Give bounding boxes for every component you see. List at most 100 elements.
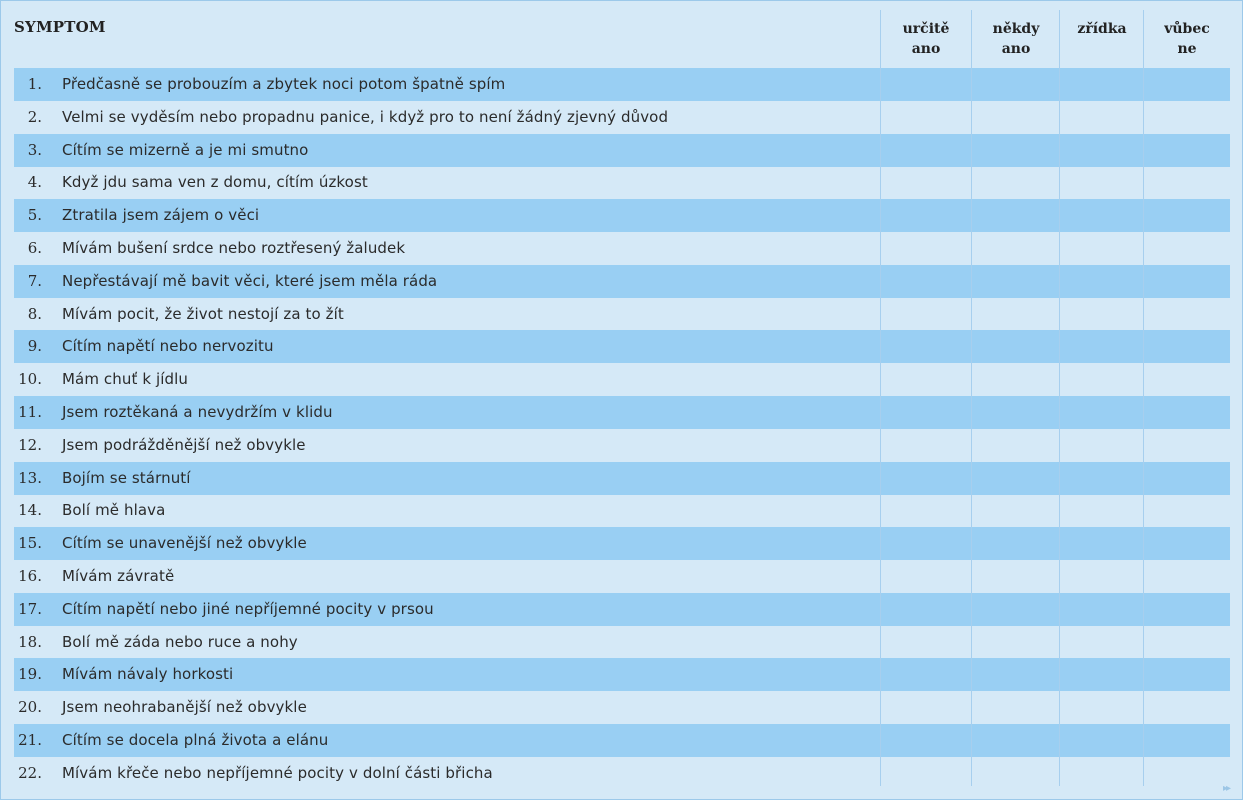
answer-cell-zridka[interactable] [1059, 691, 1143, 724]
answer-cell-zridka[interactable] [1059, 527, 1143, 560]
answer-cell-vubec-ne[interactable] [1143, 724, 1230, 757]
answer-cell-zridka[interactable] [1059, 265, 1143, 298]
answer-cell-urcite-ano[interactable] [880, 199, 971, 232]
answer-cell-zridka[interactable] [1059, 494, 1143, 527]
answer-cell-vubec-ne[interactable] [1143, 429, 1230, 462]
column-header-zridka: zřídka [1060, 19, 1144, 39]
answer-cell-nekdy-ano[interactable] [971, 494, 1059, 527]
answer-cell-nekdy-ano[interactable] [971, 593, 1059, 626]
answer-cell-urcite-ano[interactable] [880, 658, 971, 691]
answer-cell-zridka[interactable] [1059, 724, 1143, 757]
symptom-text: Bolí mě hlava [62, 501, 166, 520]
answer-cell-vubec-ne[interactable] [1143, 658, 1230, 691]
answer-cell-zridka[interactable] [1059, 330, 1143, 363]
answer-cell-vubec-ne[interactable] [1143, 527, 1230, 560]
answer-cell-nekdy-ano[interactable] [971, 757, 1059, 790]
answer-cell-zridka[interactable] [1059, 593, 1143, 626]
answer-cell-vubec-ne[interactable] [1143, 232, 1230, 265]
answer-cell-zridka[interactable] [1059, 396, 1143, 429]
answer-cell-urcite-ano[interactable] [880, 298, 971, 331]
answer-cell-vubec-ne[interactable] [1143, 363, 1230, 396]
answer-cell-urcite-ano[interactable] [880, 429, 971, 462]
answer-cell-urcite-ano[interactable] [880, 757, 971, 790]
symptom-text: Cítím se docela plná života a elánu [62, 731, 329, 749]
answer-cell-urcite-ano[interactable] [880, 724, 971, 757]
next-page-arrow-icon[interactable]: ▸▸ [1222, 783, 1231, 794]
answer-cell-urcite-ano[interactable] [880, 330, 971, 363]
answer-cell-nekdy-ano[interactable] [971, 101, 1059, 134]
answer-cell-vubec-ne[interactable] [1143, 330, 1230, 363]
answer-cell-nekdy-ano[interactable] [971, 363, 1059, 396]
answer-cell-vubec-ne[interactable] [1143, 494, 1230, 527]
symptom-text: Když jdu sama ven z domu, cítím úzkost [62, 173, 368, 192]
answer-cell-vubec-ne[interactable] [1143, 691, 1230, 724]
answer-cell-zridka[interactable] [1059, 658, 1143, 691]
row-number: 18. [18, 632, 42, 651]
answer-cell-urcite-ano[interactable] [880, 494, 971, 527]
answer-cell-zridka[interactable] [1059, 199, 1143, 232]
answer-cell-urcite-ano[interactable] [880, 560, 971, 593]
answer-cell-urcite-ano[interactable] [880, 691, 971, 724]
answer-cell-vubec-ne[interactable] [1143, 626, 1230, 659]
answer-cell-nekdy-ano[interactable] [971, 560, 1059, 593]
answer-cell-vubec-ne[interactable] [1143, 265, 1230, 298]
answer-cell-nekdy-ano[interactable] [971, 68, 1059, 101]
answer-cell-nekdy-ano[interactable] [971, 691, 1059, 724]
answer-cell-nekdy-ano[interactable] [971, 298, 1059, 331]
row-number: 5. [27, 206, 42, 225]
answer-cell-urcite-ano[interactable] [880, 396, 971, 429]
symptom-text: Předčasně se probouzím a zbytek noci pot… [62, 75, 506, 93]
symptom-text: Mám chuť k jídlu [62, 370, 189, 389]
answer-cell-urcite-ano[interactable] [880, 363, 971, 396]
answer-cell-urcite-ano[interactable] [880, 134, 971, 167]
answer-cell-vubec-ne[interactable] [1143, 462, 1230, 495]
answer-cell-nekdy-ano[interactable] [971, 166, 1059, 199]
answer-cell-nekdy-ano[interactable] [971, 462, 1059, 495]
answer-cell-zridka[interactable] [1059, 560, 1143, 593]
answer-cell-nekdy-ano[interactable] [971, 330, 1059, 363]
answer-cell-urcite-ano[interactable] [880, 462, 971, 495]
answer-cell-vubec-ne[interactable] [1143, 757, 1230, 790]
answer-cell-zridka[interactable] [1059, 134, 1143, 167]
answer-cell-vubec-ne[interactable] [1143, 593, 1230, 626]
answer-cell-vubec-ne[interactable] [1143, 199, 1230, 232]
answer-cell-zridka[interactable] [1059, 166, 1143, 199]
answer-cell-urcite-ano[interactable] [880, 527, 971, 560]
answer-cell-zridka[interactable] [1059, 757, 1143, 790]
answer-cell-nekdy-ano[interactable] [971, 265, 1059, 298]
answer-cell-nekdy-ano[interactable] [971, 724, 1059, 757]
answer-cell-vubec-ne[interactable] [1143, 396, 1230, 429]
answer-cell-nekdy-ano[interactable] [971, 527, 1059, 560]
answer-cell-nekdy-ano[interactable] [971, 134, 1059, 167]
answer-cell-urcite-ano[interactable] [880, 101, 971, 134]
answer-cell-vubec-ne[interactable] [1143, 560, 1230, 593]
answer-cell-zridka[interactable] [1059, 462, 1143, 495]
answer-cell-zridka[interactable] [1059, 232, 1143, 265]
table-row: 12. Jsem podrážděnější než obvykle [14, 429, 1230, 462]
answer-cell-zridka[interactable] [1059, 298, 1143, 331]
answer-cell-nekdy-ano[interactable] [971, 199, 1059, 232]
answer-cell-vubec-ne[interactable] [1143, 298, 1230, 331]
answer-cell-urcite-ano[interactable] [880, 593, 971, 626]
answer-cell-zridka[interactable] [1059, 363, 1143, 396]
answer-cell-vubec-ne[interactable] [1143, 134, 1230, 167]
row-number: 3. [27, 140, 42, 159]
table-row: 4. Když jdu sama ven z domu, cítím úzkost [14, 166, 1230, 199]
answer-cell-urcite-ano[interactable] [880, 232, 971, 265]
answer-cell-vubec-ne[interactable] [1143, 166, 1230, 199]
answer-cell-urcite-ano[interactable] [880, 626, 971, 659]
answer-cell-zridka[interactable] [1059, 68, 1143, 101]
answer-cell-zridka[interactable] [1059, 429, 1143, 462]
answer-cell-nekdy-ano[interactable] [971, 396, 1059, 429]
answer-cell-nekdy-ano[interactable] [971, 429, 1059, 462]
answer-cell-zridka[interactable] [1059, 626, 1143, 659]
answer-cell-vubec-ne[interactable] [1143, 101, 1230, 134]
answer-cell-nekdy-ano[interactable] [971, 626, 1059, 659]
answer-cell-urcite-ano[interactable] [880, 68, 971, 101]
answer-cell-vubec-ne[interactable] [1143, 68, 1230, 101]
answer-cell-urcite-ano[interactable] [880, 265, 971, 298]
answer-cell-nekdy-ano[interactable] [971, 658, 1059, 691]
answer-cell-nekdy-ano[interactable] [971, 232, 1059, 265]
answer-cell-urcite-ano[interactable] [880, 166, 971, 199]
answer-cell-zridka[interactable] [1059, 101, 1143, 134]
